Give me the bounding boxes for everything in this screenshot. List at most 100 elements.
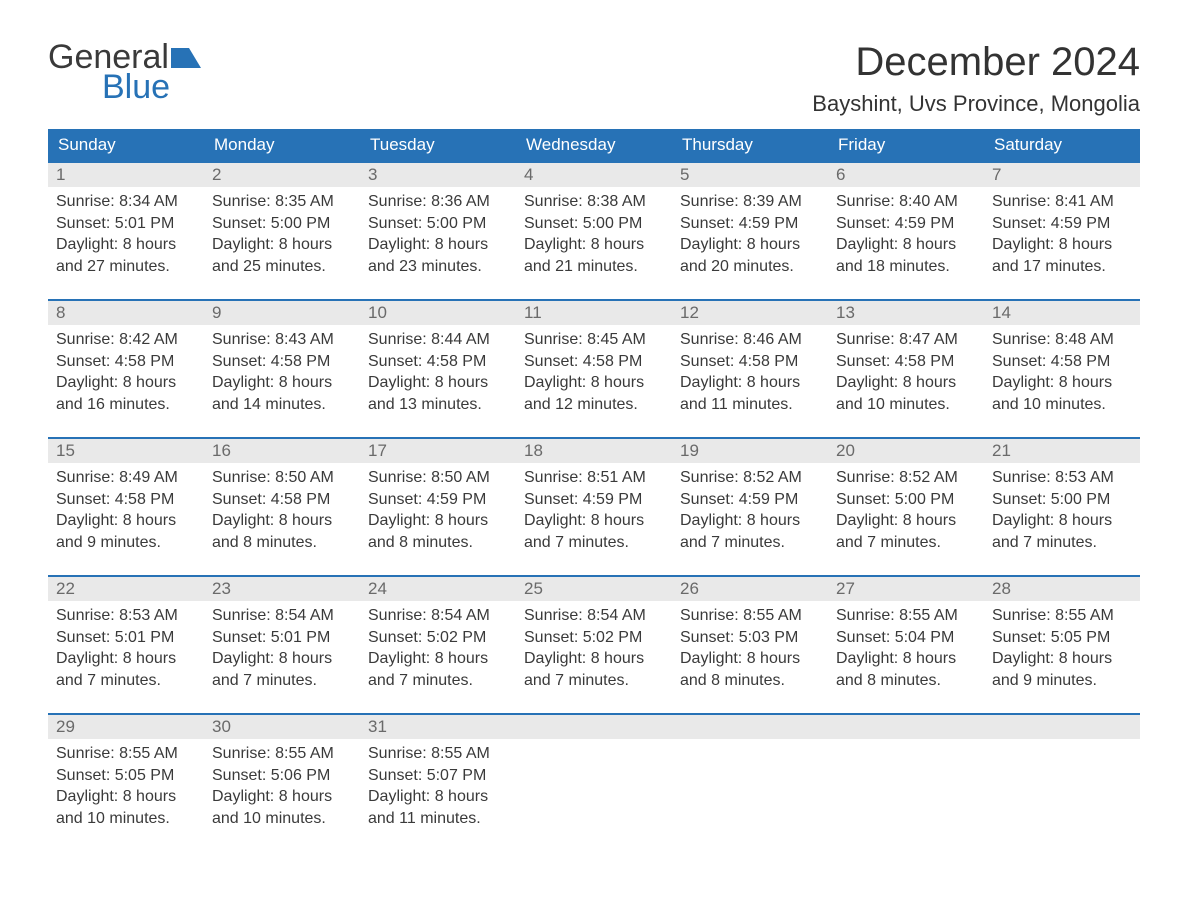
sunrise-line: Sunrise: 8:38 AM <box>524 191 664 213</box>
sunrise-line: Sunrise: 8:45 AM <box>524 329 664 351</box>
sunrise-line: Sunrise: 8:34 AM <box>56 191 196 213</box>
daylight-line: Daylight: 8 hours and 12 minutes. <box>524 372 664 415</box>
sunset-line: Sunset: 4:59 PM <box>680 213 820 235</box>
sunset-line: Sunset: 5:00 PM <box>836 489 976 511</box>
weekday-header: Saturday <box>984 129 1140 162</box>
sunrise-line: Sunrise: 8:40 AM <box>836 191 976 213</box>
calendar-day-cell: 25Sunrise: 8:54 AMSunset: 5:02 PMDayligh… <box>516 576 672 714</box>
page-header: General Blue December 2024 Bayshint, Uvs… <box>48 40 1140 117</box>
sunrise-line: Sunrise: 8:55 AM <box>368 743 508 765</box>
day-number: 21 <box>984 439 1140 463</box>
daylight-line: Daylight: 8 hours and 10 minutes. <box>56 786 196 829</box>
calendar-day-cell: 11 Sunrise: 8:45 AMSunset: 4:58 PMDayligh… <box>516 300 672 438</box>
day-number: 6 <box>828 163 984 187</box>
day-number: 19 <box>672 439 828 463</box>
calendar-week-row: 1Sunrise: 8:34 AMSunset: 5:01 PMDaylight… <box>48 162 1140 300</box>
day-number <box>828 715 984 739</box>
calendar-day-cell: 31 Sunrise: 8:55 AMSunset: 5:07 PMDayligh… <box>360 714 516 852</box>
weekday-header: Monday <box>204 129 360 162</box>
day-details: Sunrise: 8:44 AMSunset: 4:58 PMDaylight:… <box>360 325 516 423</box>
sunset-line: Sunset: 5:00 PM <box>212 213 352 235</box>
calendar-day-cell: 9Sunrise: 8:43 AMSunset: 4:58 PMDaylight… <box>204 300 360 438</box>
day-details: Sunrise: 8:55 AMSunset: 5:03 PMDaylight:… <box>672 601 828 699</box>
calendar-day-cell: 19Sunrise: 8:52 AMSunset: 4:59 PMDayligh… <box>672 438 828 576</box>
sunset-line: Sunset: 5:07 PM <box>368 765 508 787</box>
sunset-line: Sunset: 4:58 PM <box>836 351 976 373</box>
daylight-line: Daylight: 8 hours and 9 minutes. <box>56 510 196 553</box>
calendar-week-row: 8Sunrise: 8:42 AMSunset: 4:58 PMDaylight… <box>48 300 1140 438</box>
day-number: 5 <box>672 163 828 187</box>
day-number: 27 <box>828 577 984 601</box>
day-number: 17 <box>360 439 516 463</box>
day-number: 2 <box>204 163 360 187</box>
calendar-week-row: 15Sunrise: 8:49 AMSunset: 4:58 PMDayligh… <box>48 438 1140 576</box>
calendar-day-cell: 30Sunrise: 8:55 AMSunset: 5:06 PMDayligh… <box>204 714 360 852</box>
day-number: 14 <box>984 301 1140 325</box>
calendar-day-cell: 14Sunrise: 8:48 AMSunset: 4:58 PMDayligh… <box>984 300 1140 438</box>
sunset-line: Sunset: 4:58 PM <box>524 351 664 373</box>
sunrise-line: Sunrise: 8:55 AM <box>992 605 1132 627</box>
daylight-line: Daylight: 8 hours and 7 minutes. <box>56 648 196 691</box>
day-details: Sunrise: 8:46 AMSunset: 4:58 PMDaylight:… <box>672 325 828 423</box>
calendar-day-cell: 18Sunrise: 8:51 AMSunset: 4:59 PMDayligh… <box>516 438 672 576</box>
day-number: 28 <box>984 577 1140 601</box>
daylight-line: Daylight: 8 hours and 27 minutes. <box>56 234 196 277</box>
day-number: 1 <box>48 163 204 187</box>
sunrise-line: Sunrise: 8:42 AM <box>56 329 196 351</box>
daylight-line: Daylight: 8 hours and 7 minutes. <box>992 510 1132 553</box>
calendar-week-row: 29Sunrise: 8:55 AMSunset: 5:05 PMDayligh… <box>48 714 1140 852</box>
title-block: December 2024 Bayshint, Uvs Province, Mo… <box>812 40 1140 117</box>
daylight-line: Daylight: 8 hours and 13 minutes. <box>368 372 508 415</box>
sunrise-line: Sunrise: 8:46 AM <box>680 329 820 351</box>
day-number <box>984 715 1140 739</box>
day-details: Sunrise: 8:55 AMSunset: 5:06 PMDaylight:… <box>204 739 360 837</box>
day-number: 4 <box>516 163 672 187</box>
day-number: 26 <box>672 577 828 601</box>
sunrise-line: Sunrise: 8:36 AM <box>368 191 508 213</box>
daylight-line: Daylight: 8 hours and 7 minutes. <box>680 510 820 553</box>
day-details: Sunrise: 8:54 AMSunset: 5:02 PMDaylight:… <box>516 601 672 699</box>
calendar-day-cell: 13Sunrise: 8:47 AMSunset: 4:58 PMDayligh… <box>828 300 984 438</box>
day-details: Sunrise: 8:54 AMSunset: 5:01 PMDaylight:… <box>204 601 360 699</box>
daylight-line: Daylight: 8 hours and 8 minutes. <box>680 648 820 691</box>
weekday-header: Thursday <box>672 129 828 162</box>
day-number: 9 <box>204 301 360 325</box>
calendar-day-cell: 10Sunrise: 8:44 AMSunset: 4:58 PMDayligh… <box>360 300 516 438</box>
daylight-line: Daylight: 8 hours and 7 minutes. <box>836 510 976 553</box>
day-details: Sunrise: 8:34 AMSunset: 5:01 PMDaylight:… <box>48 187 204 285</box>
day-number <box>516 715 672 739</box>
sunset-line: Sunset: 5:01 PM <box>56 627 196 649</box>
day-number: 31 <box>360 715 516 739</box>
logo-word-2: Blue <box>48 70 201 104</box>
day-number: 3 <box>360 163 516 187</box>
sunset-line: Sunset: 5:03 PM <box>680 627 820 649</box>
day-details: Sunrise: 8:54 AMSunset: 5:02 PMDaylight:… <box>360 601 516 699</box>
calendar-day-cell: 23Sunrise: 8:54 AMSunset: 5:01 PMDayligh… <box>204 576 360 714</box>
daylight-line: Daylight: 8 hours and 8 minutes. <box>836 648 976 691</box>
calendar-day-cell: 21Sunrise: 8:53 AMSunset: 5:00 PMDayligh… <box>984 438 1140 576</box>
calendar-table: SundayMondayTuesdayWednesdayThursdayFrid… <box>48 129 1140 852</box>
sunrise-line: Sunrise: 8:53 AM <box>56 605 196 627</box>
day-details: Sunrise: 8:48 AMSunset: 4:58 PMDaylight:… <box>984 325 1140 423</box>
sunrise-line: Sunrise: 8:54 AM <box>524 605 664 627</box>
sunrise-line: Sunrise: 8:49 AM <box>56 467 196 489</box>
daylight-line: Daylight: 8 hours and 11 minutes. <box>680 372 820 415</box>
daylight-line: Daylight: 8 hours and 11 minutes. <box>368 786 508 829</box>
day-details: Sunrise: 8:39 AMSunset: 4:59 PMDaylight:… <box>672 187 828 285</box>
day-details: Sunrise: 8:43 AMSunset: 4:58 PMDaylight:… <box>204 325 360 423</box>
calendar-day-cell: 4Sunrise: 8:38 AMSunset: 5:00 PMDaylight… <box>516 162 672 300</box>
calendar-day-cell: 22Sunrise: 8:53 AMSunset: 5:01 PMDayligh… <box>48 576 204 714</box>
daylight-line: Daylight: 8 hours and 21 minutes. <box>524 234 664 277</box>
day-details: Sunrise: 8:53 AMSunset: 5:01 PMDaylight:… <box>48 601 204 699</box>
sunset-line: Sunset: 4:58 PM <box>368 351 508 373</box>
day-number: 20 <box>828 439 984 463</box>
sunset-line: Sunset: 4:58 PM <box>212 489 352 511</box>
sunrise-line: Sunrise: 8:51 AM <box>524 467 664 489</box>
sunrise-line: Sunrise: 8:35 AM <box>212 191 352 213</box>
sunset-line: Sunset: 5:02 PM <box>524 627 664 649</box>
day-number: 10 <box>360 301 516 325</box>
day-number: 11 <box>516 301 672 325</box>
calendar-day-cell: 5Sunrise: 8:39 AMSunset: 4:59 PMDaylight… <box>672 162 828 300</box>
day-details: Sunrise: 8:52 AMSunset: 5:00 PMDaylight:… <box>828 463 984 561</box>
weekday-header-row: SundayMondayTuesdayWednesdayThursdayFrid… <box>48 129 1140 162</box>
